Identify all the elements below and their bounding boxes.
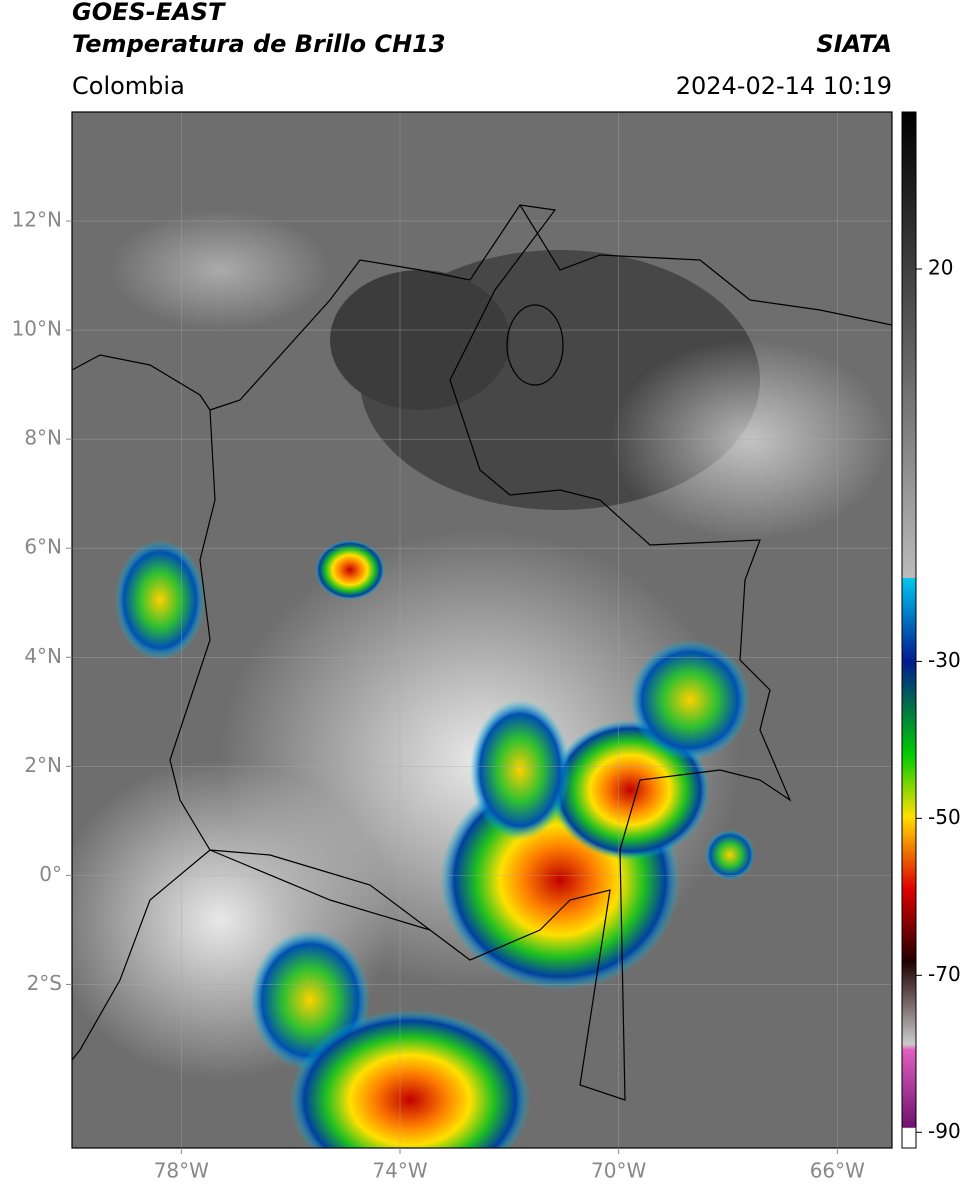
colorbar-tick-label: 20 <box>928 255 953 279</box>
y-tick-label: 4°N <box>24 644 62 668</box>
colorbar-tick-label: -90 <box>928 1119 961 1143</box>
colorbar-tick-label: -70 <box>928 962 961 986</box>
map <box>72 112 892 1148</box>
storm <box>115 540 205 660</box>
storm <box>630 640 750 760</box>
y-tick-label: 8°N <box>24 426 62 450</box>
y-tick-label: 10°N <box>12 317 62 341</box>
y-tick-label: 2°N <box>24 753 62 777</box>
y-tick-label: 0° <box>39 862 62 886</box>
colorbar <box>901 111 917 1149</box>
coastline <box>519 204 892 326</box>
y-tick-label: 6°N <box>24 535 62 559</box>
x-tick-label: 70°W <box>591 1159 646 1183</box>
colorbar-tick-label: -50 <box>928 805 961 829</box>
x-tick-label: 74°W <box>372 1159 427 1183</box>
border <box>209 849 431 931</box>
source: SIATA <box>816 30 892 58</box>
grid <box>72 112 892 1148</box>
subtitle: Temperatura de Brillo CH13 <box>72 30 446 58</box>
map-frame <box>71 111 893 1149</box>
dry-area <box>330 270 510 410</box>
coastline <box>72 849 211 1061</box>
storm <box>315 540 385 600</box>
storm <box>470 700 570 840</box>
title: GOES-EAST <box>72 0 226 26</box>
lake <box>506 304 564 386</box>
colombia-border <box>169 204 792 1101</box>
x-tick-label: 78°W <box>154 1159 209 1183</box>
storm <box>705 830 755 880</box>
region: Colombia <box>72 72 185 100</box>
y-tick-label: 2°S <box>27 971 62 995</box>
coastline <box>72 354 211 411</box>
y-tick-label: 12°N <box>12 208 62 232</box>
datetime: 2024-02-14 10:19 <box>676 72 892 100</box>
x-tick-label: 66°W <box>810 1159 865 1183</box>
cloud <box>610 340 890 540</box>
colorbar-tick-label: -30 <box>928 648 961 672</box>
storm <box>290 1010 530 1148</box>
cloud <box>110 210 330 330</box>
